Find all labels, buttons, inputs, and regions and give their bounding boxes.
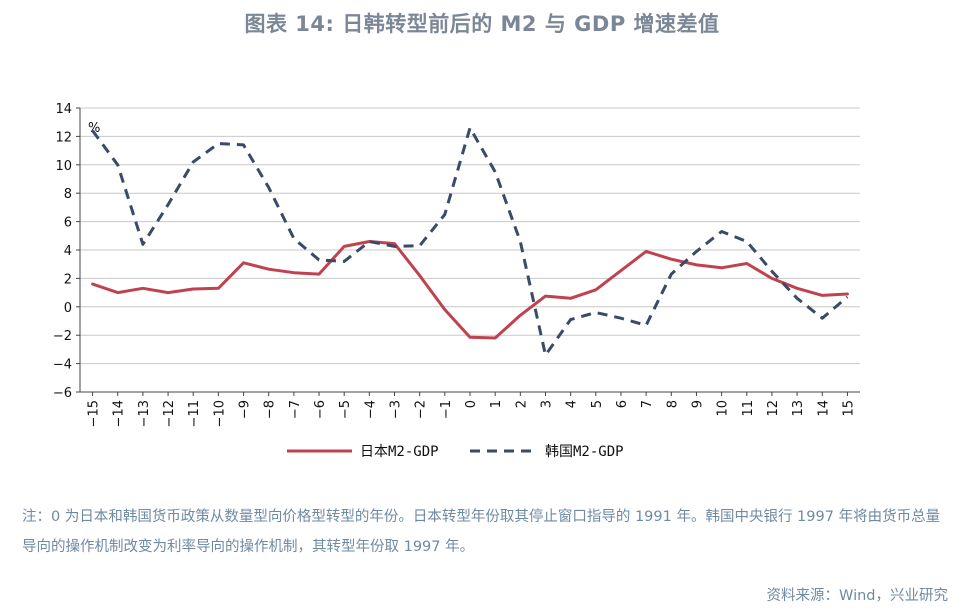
chart-note: 注：0 为日本和韩国货币政策从数量型向价格型转型的年份。日本转型年份取其停止窗口… bbox=[22, 509, 941, 555]
legend: 日本M2-GDP 韩国M2-GDP bbox=[287, 444, 624, 460]
x-tick-label: −13 bbox=[137, 400, 152, 427]
x-tick-label: 11 bbox=[741, 400, 756, 417]
x-tick-label: 0 bbox=[464, 400, 479, 408]
x-tick-label: 2 bbox=[514, 400, 529, 408]
y-tick-label: −2 bbox=[53, 329, 72, 344]
x-tick-label: 9 bbox=[690, 400, 705, 408]
series-line-japan bbox=[91, 240, 849, 340]
y-tick-label: −6 bbox=[53, 386, 72, 401]
y-tick-label: −4 bbox=[53, 358, 72, 373]
x-tick-label: −7 bbox=[288, 400, 303, 419]
x-tick-label: 5 bbox=[590, 400, 605, 408]
x-tick-label: 12 bbox=[766, 400, 781, 417]
x-tick-label: −15 bbox=[87, 400, 102, 427]
x-tick-label: −1 bbox=[439, 400, 454, 419]
x-tick-label: −14 bbox=[112, 400, 127, 427]
x-tick-label: 15 bbox=[841, 400, 856, 417]
y-tick-label: 4 bbox=[64, 244, 72, 259]
x-tick-label: −4 bbox=[363, 400, 378, 419]
x-tick-label: −5 bbox=[338, 400, 353, 419]
y-tick-label: 6 bbox=[64, 216, 72, 231]
gridlines bbox=[80, 107, 860, 393]
x-tick-label: −12 bbox=[162, 400, 177, 427]
x-tick-label: 13 bbox=[791, 400, 806, 417]
chart-source: 资料来源：Wind，兴业研究 bbox=[766, 588, 948, 604]
legend-label: 日本M2-GDP bbox=[360, 444, 439, 460]
y-tick-label: 0 bbox=[64, 301, 72, 316]
legend-label: 韩国M2-GDP bbox=[545, 444, 624, 460]
y-tick-label: 12 bbox=[55, 130, 72, 145]
y-axis-ticks: 14 12 10 8 6 4 2 0 −2 −4 −6 bbox=[53, 102, 80, 401]
x-tick-label: −3 bbox=[389, 400, 404, 419]
x-tick-label: 10 bbox=[716, 400, 731, 417]
y-tick-label: 8 bbox=[64, 187, 72, 202]
x-tick-label: −11 bbox=[187, 400, 202, 427]
x-tick-label: 6 bbox=[615, 400, 630, 408]
x-tick-label: −9 bbox=[238, 400, 253, 419]
x-tick-label: −8 bbox=[263, 400, 278, 419]
x-tick-label: 14 bbox=[816, 400, 831, 417]
series-line-korea bbox=[91, 126, 849, 357]
x-axis-ticks: −15 −14 −13 −12 −11 −10 −9 −8 −7 −6 −5 −4 −3 −2 −1 0 1 2 3… bbox=[87, 392, 856, 427]
x-tick-label: 7 bbox=[640, 400, 655, 408]
y-tick-label: 2 bbox=[64, 272, 72, 287]
unit-label: % bbox=[88, 121, 100, 136]
x-tick-label: 8 bbox=[665, 400, 680, 408]
x-tick-label: −2 bbox=[414, 400, 429, 419]
x-tick-label: −6 bbox=[313, 400, 328, 419]
x-tick-label: −10 bbox=[212, 400, 227, 427]
x-tick-label: 1 bbox=[489, 400, 504, 408]
y-tick-label: 10 bbox=[55, 159, 72, 174]
series-lines bbox=[91, 126, 849, 357]
chart-title: 图表 14: 日韩转型前后的 M2 与 GDP 增速差值 bbox=[244, 12, 720, 36]
x-tick-label: 4 bbox=[565, 400, 580, 408]
x-tick-label: 3 bbox=[539, 400, 554, 408]
y-tick-label: 14 bbox=[55, 102, 72, 117]
